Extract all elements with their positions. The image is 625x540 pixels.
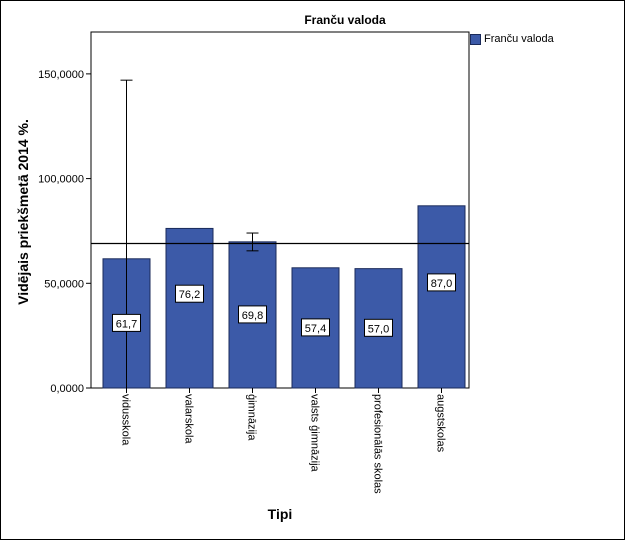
data-label: 57,0 [368,323,389,335]
legend-label: Franču valoda [484,33,554,45]
data-label-box [427,273,456,292]
data-label-box [238,305,267,324]
data-label-box [364,318,393,337]
legend: Franču valoda [470,33,554,45]
data-label: 69,8 [242,310,263,322]
x-tick-label: ģimnāzija [246,394,259,441]
bar [417,205,466,389]
x-tick-label: vidusskola [120,394,132,446]
legend-swatch [470,33,481,45]
data-label: 57,4 [305,323,326,335]
data-label: 76,2 [179,289,200,301]
chart-title: Franču valoda [304,13,386,27]
data-label-box [175,284,204,303]
data-label: 87,0 [431,278,452,290]
y-tick-label: 0,0000 [50,383,84,395]
data-label-box [301,318,330,337]
y-tick-label: 50,0000 [44,278,84,290]
plot-area [90,31,470,389]
x-tick-label: valsts ģimnāzija [309,394,322,473]
y-tick-label: 150,0000 [38,69,84,81]
data-label-box [112,313,141,332]
x-axis-label: Tipi [268,506,293,522]
x-tick-label: valarskola [183,394,195,444]
x-tick-label: augstskolas [435,394,447,453]
y-axis-label: Vidējais priekšmetā 2014 %. [15,119,31,305]
x-tick-label: profesionālās skolas [372,394,384,494]
data-label: 61,7 [116,318,137,330]
y-tick-label: 100,0000 [38,174,84,186]
bar [165,227,214,389]
